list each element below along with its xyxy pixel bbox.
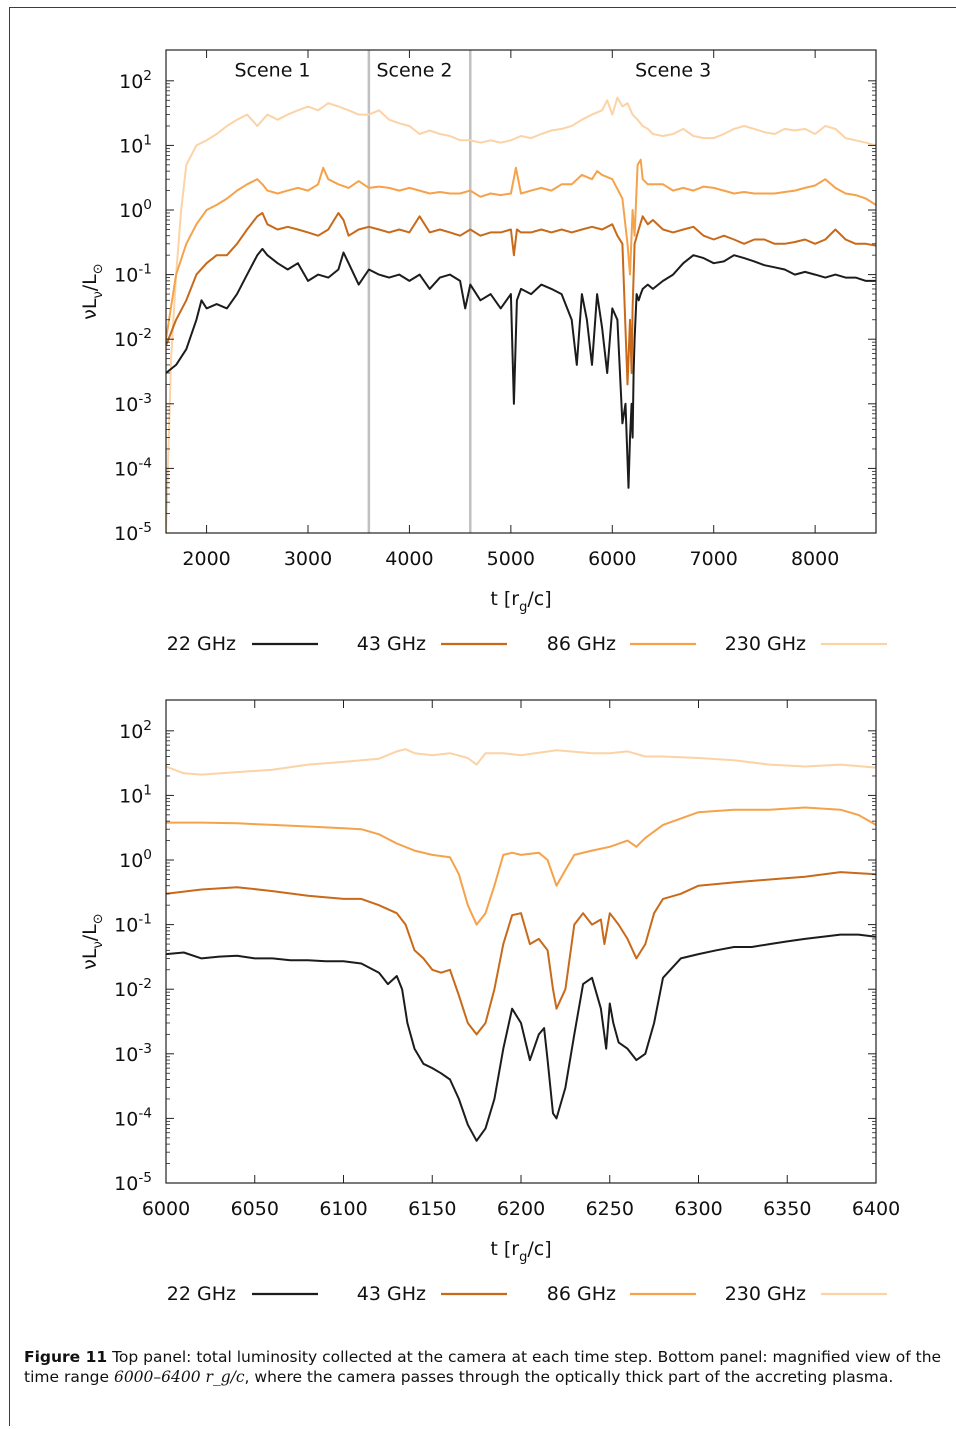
top-ytick-label: 10-3 — [114, 391, 152, 416]
top-xtick-label: 6000 — [588, 548, 636, 570]
bottom-ytick-label: 10-4 — [114, 1105, 152, 1130]
bottom-ytick-label: 102 — [119, 718, 152, 743]
top-xtick-label: 2000 — [182, 548, 230, 570]
top-xtick-label: 7000 — [690, 548, 738, 570]
bottom-legend-label-0: 22 GHz — [167, 1283, 236, 1305]
top-axes-frame — [165, 49, 877, 534]
bottom-ytick-label: 10-2 — [114, 976, 152, 1001]
top-legend-label-3: 230 GHz — [725, 633, 806, 655]
bottom-ytick-label: 100 — [119, 847, 152, 872]
top-legend-label-0: 22 GHz — [167, 633, 236, 655]
bottom-xtick-label: 6350 — [763, 1198, 811, 1220]
bottom-ytick-label: 10-3 — [114, 1041, 152, 1066]
top-annotation-scene-2: Scene 2 — [376, 59, 452, 81]
caption-text-before: Top panel: total luminosity collected at… — [24, 1348, 942, 1386]
top-annotation-scene-1: Scene 1 — [234, 59, 310, 81]
top-series-43-ghz — [166, 212, 876, 386]
top-series-22-ghz — [166, 247, 876, 489]
bottom-y-axis-label: νLν/L⊙ — [79, 913, 106, 969]
bottom-xtick-label: 6100 — [319, 1198, 367, 1220]
top-ytick-label: 102 — [119, 68, 152, 93]
top-panel-chart: 2000 3000 4000 5000 6000 7000 8000 102 101 100 10-… — [79, 49, 887, 655]
bottom-series-43-ghz — [166, 871, 876, 1036]
bottom-ytick-label: 10-5 — [114, 1170, 152, 1195]
top-y-axis-label: νLν/L⊙ — [79, 263, 106, 319]
bottom-legend-label-2: 86 GHz — [547, 1283, 616, 1305]
top-series-86-ghz — [166, 158, 876, 340]
top-annotation-scene-3: Scene 3 — [635, 59, 711, 81]
top-xtick-label: 5000 — [487, 548, 535, 570]
caption-text-after: , where the camera passes through the op… — [244, 1368, 894, 1386]
top-xtick-label: 4000 — [385, 548, 433, 570]
bottom-ytick-label: 101 — [119, 782, 152, 807]
bottom-ytick-label: 10-1 — [114, 912, 152, 937]
top-ytick-label: 10-2 — [114, 326, 152, 351]
top-series-230-ghz — [166, 96, 876, 533]
top-xtick-label: 8000 — [791, 548, 839, 570]
bottom-xtick-label: 6400 — [852, 1198, 900, 1220]
bottom-series-230-ghz — [166, 748, 876, 776]
top-ytick-label: 10-5 — [114, 520, 152, 545]
top-legend-label-1: 43 GHz — [357, 633, 426, 655]
bottom-series-22-ghz — [166, 933, 876, 1142]
bottom-x-axis-label: t [rg/c] — [490, 1238, 551, 1265]
bottom-xtick-label: 6150 — [408, 1198, 456, 1220]
bottom-legend-label-1: 43 GHz — [357, 1283, 426, 1305]
page-frame — [9, 7, 956, 1426]
bottom-xtick-label: 6050 — [231, 1198, 279, 1220]
bottom-xtick-label: 6000 — [142, 1198, 190, 1220]
top-x-axis-label: t [rg/c] — [490, 588, 551, 615]
top-legend-label-2: 86 GHz — [547, 633, 616, 655]
top-ytick-label: 10-1 — [114, 262, 152, 287]
bottom-xtick-label: 6250 — [586, 1198, 634, 1220]
bottom-xtick-label: 6300 — [674, 1198, 722, 1220]
caption-range: 6000–6400 — [113, 1368, 201, 1386]
caption-label: Figure 11 — [24, 1348, 108, 1366]
top-ytick-label: 10-4 — [114, 455, 152, 480]
bottom-axes-frame — [165, 699, 877, 1184]
figure-caption: Figure 11 Top panel: total luminosity co… — [24, 1347, 948, 1387]
bottom-xtick-label: 6200 — [497, 1198, 545, 1220]
bottom-series-86-ghz — [166, 806, 876, 926]
top-ytick-label: 101 — [119, 132, 152, 157]
top-ytick-label: 100 — [119, 197, 152, 222]
bottom-legend-label-3: 230 GHz — [725, 1283, 806, 1305]
caption-units: r_g/c — [205, 1368, 245, 1386]
top-xtick-label: 3000 — [284, 548, 332, 570]
bottom-panel-chart: 6000 6050 6100 6150 6200 6250 6300 6350 6400 102 1… — [79, 699, 900, 1305]
